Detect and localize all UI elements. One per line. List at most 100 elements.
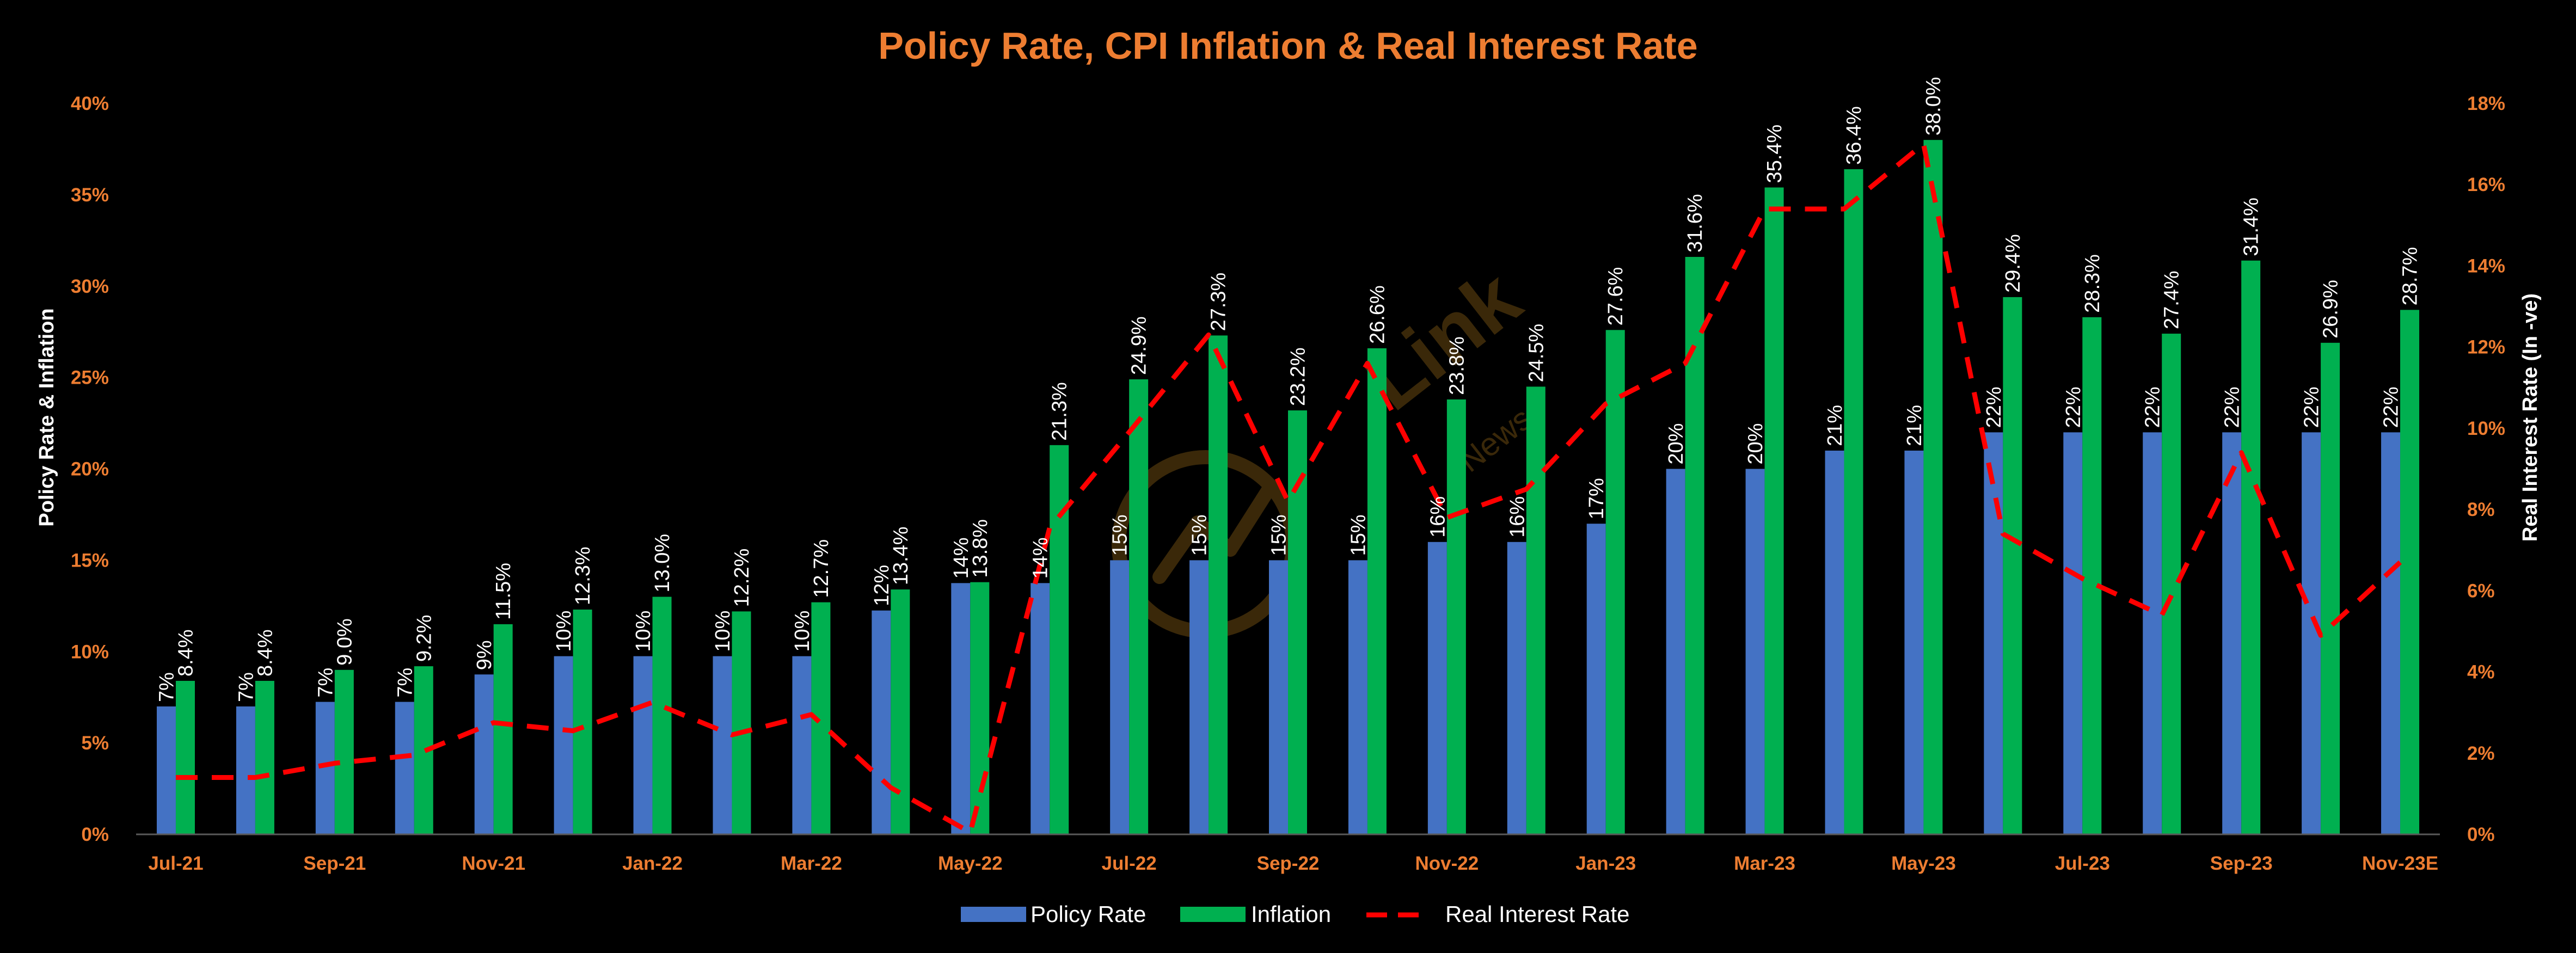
x-tick-label: Jul-22 [1102, 853, 1157, 874]
left-tick-label: 0% [81, 824, 109, 845]
data-label-policy-rate: 22% [2062, 386, 2085, 428]
data-label-policy-rate: 14% [950, 537, 973, 579]
legend: Policy Rate Inflation Real Interest Rate [961, 901, 1630, 927]
right-tick-label: 8% [2467, 499, 2495, 520]
bar-inflation [1129, 379, 1149, 834]
data-label-inflation: 9.2% [413, 614, 436, 662]
data-label-policy-rate: 22% [2221, 386, 2244, 428]
bar-inflation [1605, 330, 1625, 834]
x-tick-label: Jan-23 [1575, 853, 1636, 874]
right-tick-label: 18% [2467, 93, 2505, 114]
bar-inflation [1050, 445, 1069, 834]
right-tick-label: 14% [2467, 255, 2505, 276]
bar-policy-rate [792, 656, 812, 834]
bar-inflation [1685, 257, 1704, 834]
bar-inflation [573, 610, 592, 834]
x-tick-label: Sep-23 [2210, 853, 2273, 874]
bar-policy-rate [1825, 450, 1844, 834]
bar-inflation [1446, 399, 1466, 834]
right-axis-label: Real Interest Rate (In -ve) [2519, 293, 2542, 542]
legend-swatch-policy-rate [961, 907, 1026, 922]
x-tick-label: Sep-21 [303, 853, 366, 874]
bars-group [156, 140, 2420, 834]
data-label-policy-rate: 7% [155, 672, 178, 702]
left-tick-label: 40% [71, 93, 109, 114]
data-label-policy-rate: 10% [791, 611, 814, 652]
data-label-policy-rate: 16% [1426, 496, 1449, 538]
data-label-inflation: 8.4% [254, 629, 277, 677]
bar-inflation [2241, 260, 2261, 834]
bar-policy-rate [1507, 542, 1526, 834]
bar-inflation [970, 582, 990, 834]
data-label-policy-rate: 16% [1506, 496, 1529, 538]
data-label-policy-rate: 21% [1903, 405, 1926, 446]
data-label-policy-rate: 7% [314, 668, 337, 698]
left-axis-label: Policy Rate & Inflation [35, 308, 58, 526]
data-label-inflation: 12.3% [572, 546, 594, 605]
bar-policy-rate [236, 706, 255, 834]
data-label-policy-rate: 10% [712, 611, 734, 652]
bar-inflation [732, 611, 751, 834]
data-label-inflation: 12.2% [731, 549, 753, 607]
data-label-policy-rate: 15% [1188, 514, 1211, 556]
data-label-inflation: 8.4% [174, 629, 197, 677]
x-tick-label: Jul-23 [2055, 853, 2110, 874]
data-label-inflation: 11.5% [492, 563, 515, 620]
left-tick-label: 30% [71, 276, 109, 297]
bar-policy-rate [713, 656, 732, 834]
chart-title: Policy Rate, CPI Inflation & Real Intere… [878, 24, 1697, 67]
bar-policy-rate [1427, 542, 1447, 834]
bar-inflation [2400, 310, 2420, 834]
bar-inflation [2321, 342, 2340, 834]
legend-label-real-interest-rate: Real Interest Rate [1445, 901, 1630, 927]
data-label-inflation: 13.4% [890, 526, 912, 585]
bar-policy-rate [395, 702, 414, 834]
data-label-policy-rate: 14% [1029, 537, 1052, 579]
data-label-policy-rate: 7% [394, 668, 416, 698]
data-labels-group: 7%8.4%7%8.4%7%9.0%7%9.2% 9%11.5%10%12.3%1… [155, 77, 2421, 702]
bar-inflation [2003, 297, 2022, 834]
bar-policy-rate [156, 706, 176, 834]
data-label-inflation: 31.4% [2240, 198, 2263, 256]
bar-inflation [1526, 386, 1545, 834]
data-label-inflation: 36.4% [1843, 106, 1866, 165]
data-label-policy-rate: 9% [473, 640, 496, 670]
bar-policy-rate [1348, 560, 1367, 834]
x-tick-label: May-22 [938, 853, 1003, 874]
bar-inflation [2082, 317, 2102, 834]
legend-swatch-inflation [1180, 907, 1246, 922]
data-label-policy-rate: 20% [1665, 423, 1688, 464]
bar-policy-rate [315, 702, 335, 834]
bar-policy-rate [1031, 583, 1050, 834]
bar-policy-rate [1984, 432, 2003, 834]
left-axis-ticks: 0% 5% 10% 15% 20% 25% 30% 35% 40% [71, 93, 109, 845]
data-label-policy-rate: 12% [870, 565, 893, 606]
data-label-policy-rate: 15% [1109, 514, 1132, 556]
bar-inflation [334, 669, 354, 834]
bar-inflation [1367, 348, 1387, 834]
bar-inflation [493, 624, 513, 834]
data-label-inflation: 26.9% [2320, 280, 2342, 339]
data-label-inflation: 27.4% [2161, 270, 2184, 329]
x-tick-label: May-23 [1891, 853, 1956, 874]
data-label-inflation: 23.8% [1445, 336, 1468, 395]
right-tick-label: 12% [2467, 337, 2505, 358]
data-label-inflation: 21.3% [1048, 382, 1071, 441]
bar-policy-rate [554, 656, 573, 834]
bar-inflation [891, 589, 910, 834]
legend-label-policy-rate: Policy Rate [1031, 901, 1146, 927]
data-label-policy-rate: 20% [1744, 423, 1767, 464]
bar-policy-rate [1586, 524, 1606, 834]
bar-policy-rate [1110, 560, 1130, 834]
bar-policy-rate [633, 656, 653, 834]
x-tick-label: Nov-22 [1415, 853, 1479, 874]
bar-inflation [1764, 187, 1784, 834]
x-tick-label: Jul-21 [148, 853, 203, 874]
right-tick-label: 16% [2467, 174, 2505, 195]
data-label-policy-rate: 21% [1824, 405, 1847, 446]
x-axis-ticks: Jul-21 Sep-21 Nov-21 Jan-22 Mar-22 May-22 Jul-… [148, 853, 2438, 874]
data-label-policy-rate: 17% [1585, 478, 1608, 519]
real-interest-rate-line [176, 142, 2402, 835]
